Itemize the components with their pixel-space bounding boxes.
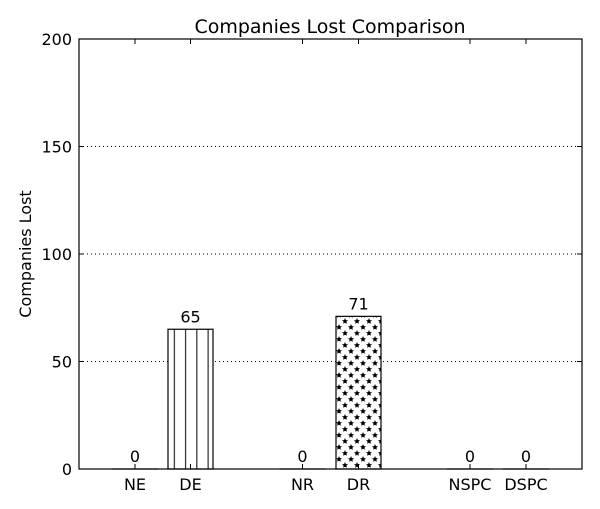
grid-lines (79, 146, 582, 362)
labels: 0 50 100 150 200 NE 0 DE 65 NR 0 DR 71 NSPC 0 DSPC 0 (41, 30, 547, 494)
x-tick-label-nspc: NSPC (449, 475, 492, 494)
plot-frame (78, 38, 583, 470)
data-label-ne: 0 (130, 447, 140, 466)
x-tick-label-de: DE (179, 475, 201, 494)
y-tick-label: 100 (41, 245, 72, 264)
data-label-nspc: 0 (465, 447, 475, 466)
y-tick-label: 50 (52, 353, 72, 372)
bar-de (167, 328, 214, 470)
data-label-de: 65 (180, 307, 200, 326)
bars (111, 315, 550, 470)
y-tick-label: 0 (62, 460, 72, 479)
y-axis-label: Companies Lost (16, 190, 35, 317)
chart-title: Companies Lost Comparison (194, 16, 465, 38)
data-label-dr: 71 (348, 294, 368, 313)
x-tick-label-dspc: DSPC (504, 475, 547, 494)
data-label-nr: 0 (297, 447, 307, 466)
ticks (79, 38, 582, 470)
data-label-dspc: 0 (521, 447, 531, 466)
x-tick-label-dr: DR (347, 475, 370, 494)
y-tick-label: 200 (41, 30, 72, 49)
y-tick-label: 150 (41, 138, 72, 157)
x-tick-label-ne: NE (124, 475, 146, 494)
x-tick-label-nr: NR (291, 475, 314, 494)
bar-dr (335, 315, 382, 470)
